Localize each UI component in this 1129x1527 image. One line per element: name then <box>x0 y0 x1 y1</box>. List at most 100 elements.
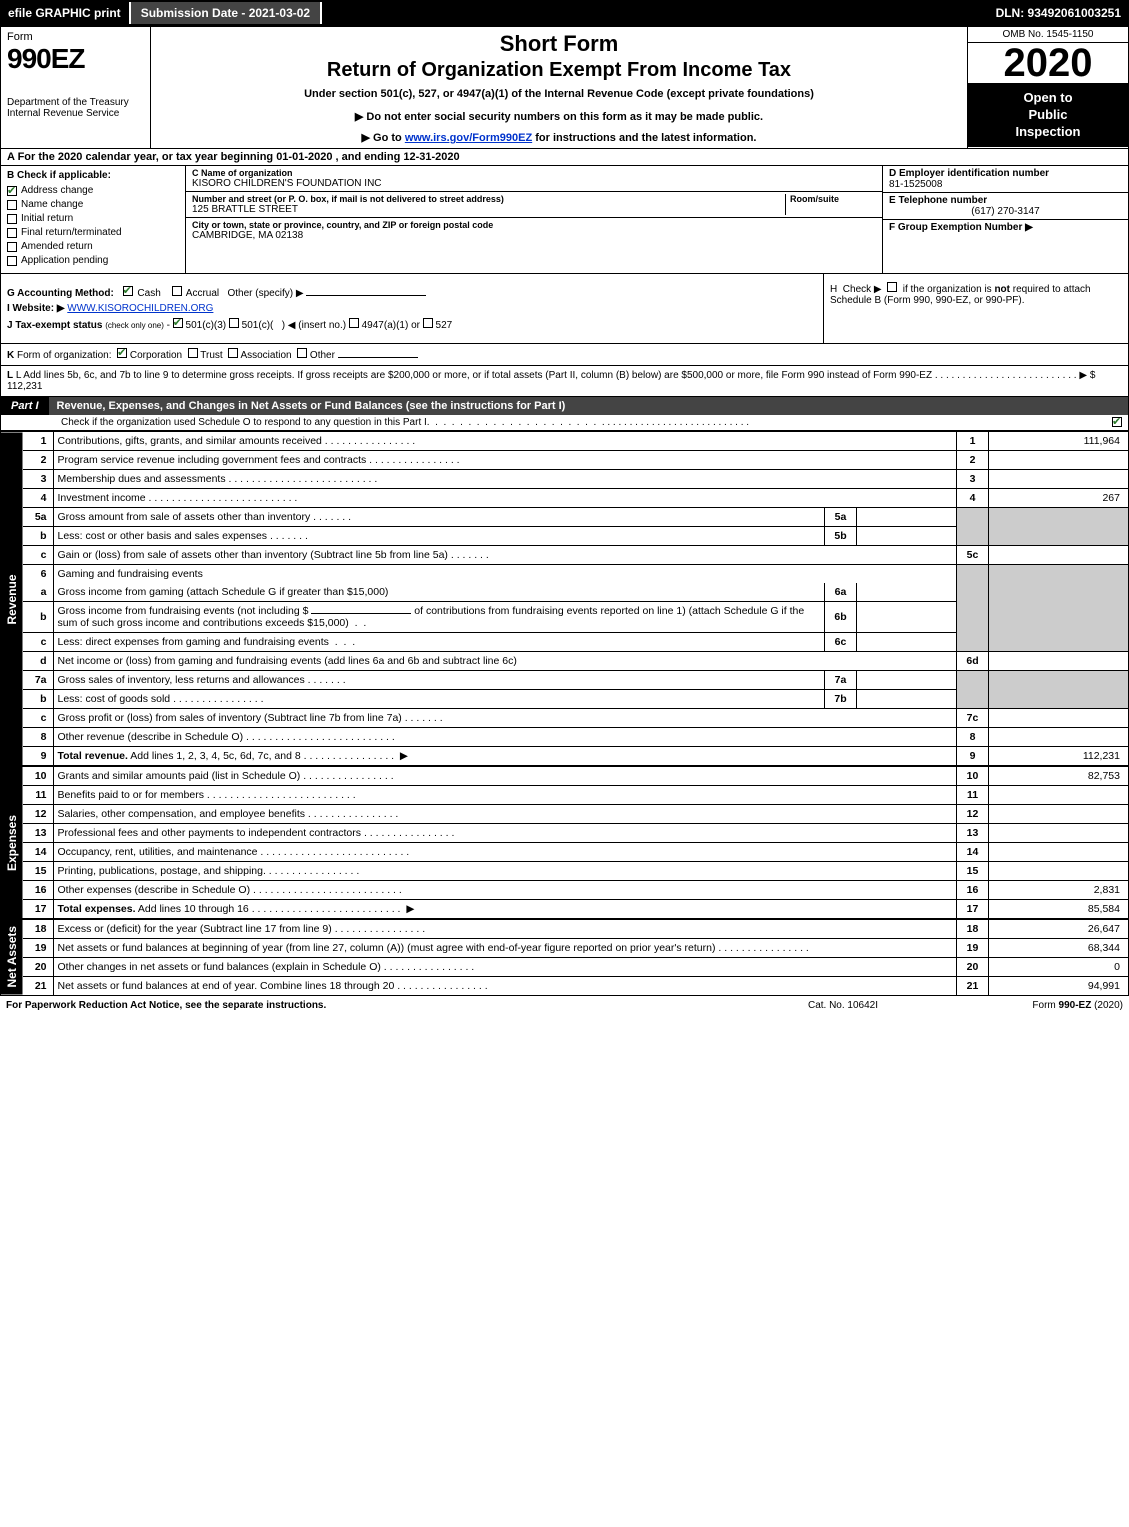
net-assets-vlabel: Net Assets <box>1 919 24 996</box>
do-not-enter: ▶ Do not enter social security numbers o… <box>159 110 959 123</box>
entity-block: B Check if applicable: Address change Na… <box>0 166 1129 274</box>
line-20-amount: 0 <box>989 958 1129 977</box>
city-label: City or town, state or province, country… <box>192 220 876 230</box>
ein-label: D Employer identification number <box>889 168 1122 179</box>
col-b-label: B Check if applicable: <box>7 170 179 181</box>
line-1-amount: 111,964 <box>989 432 1129 451</box>
checkbox-icon[interactable] <box>349 318 359 328</box>
chk-name-change[interactable]: Name change <box>7 199 179 210</box>
col-def: D Employer identification number 81-1525… <box>883 166 1128 273</box>
line-14-amount <box>989 843 1129 862</box>
i-website: I Website: ▶ WWW.KISOROCHILDREN.ORG <box>7 303 817 314</box>
paperwork-notice: For Paperwork Reduction Act Notice, see … <box>6 1000 743 1011</box>
line-15-amount <box>989 862 1129 881</box>
line-18-amount: 26,647 <box>989 919 1129 939</box>
dept-irs: Internal Revenue Service <box>7 108 144 119</box>
form-number: 990EZ <box>7 43 144 75</box>
expenses-vlabel: Expenses <box>1 766 24 919</box>
group-exemption-label: F Group Exemption Number ▶ <box>889 222 1033 233</box>
chk-application-pending[interactable]: Application pending <box>7 255 179 266</box>
goto-link[interactable]: www.irs.gov/Form990EZ <box>405 132 532 144</box>
checkbox-icon[interactable] <box>123 286 133 296</box>
line-5c-amount <box>989 546 1129 565</box>
checkbox-icon[interactable] <box>297 348 307 358</box>
return-title: Return of Organization Exempt From Incom… <box>159 59 959 82</box>
form-ref: Form 990-EZ (2020) <box>943 1000 1123 1011</box>
checkbox-icon <box>7 200 17 210</box>
line-13-amount <box>989 824 1129 843</box>
revenue-vlabel: Revenue <box>1 432 24 767</box>
checkbox-icon[interactable] <box>172 286 182 296</box>
efile-label[interactable]: efile GRAPHIC print <box>0 6 129 20</box>
sched-o-note: Check if the organization used Schedule … <box>0 415 1129 431</box>
open-line-2: Public <box>972 107 1124 124</box>
line-10-amount: 82,753 <box>989 766 1129 786</box>
line-12-amount <box>989 805 1129 824</box>
h-schedule-b: H Check ▶ if the organization is not req… <box>823 274 1128 343</box>
goto-suffix: for instructions and the latest informat… <box>532 132 756 144</box>
col-c-org-info: C Name of organization KISORO CHILDREN'S… <box>186 166 883 273</box>
checkbox-icon[interactable] <box>887 282 897 292</box>
checkbox-icon[interactable] <box>1112 417 1122 427</box>
checkbox-icon[interactable] <box>229 318 239 328</box>
checkbox-icon <box>7 242 17 252</box>
open-line-3: Inspection <box>972 124 1124 141</box>
section-a-tax-year: A For the 2020 calendar year, or tax yea… <box>0 149 1129 166</box>
line-16-amount: 2,831 <box>989 881 1129 900</box>
checkbox-icon <box>7 186 17 196</box>
checkbox-icon <box>7 214 17 224</box>
ein-value: 81-1525008 <box>889 179 1122 190</box>
chk-final-return[interactable]: Final return/terminated <box>7 227 179 238</box>
tax-year: 2020 <box>968 43 1128 84</box>
j-tax-exempt: J Tax-exempt status (check only one) - 5… <box>7 318 817 331</box>
goto-line: ▶ Go to www.irs.gov/Form990EZ for instru… <box>159 131 959 144</box>
chk-address-change[interactable]: Address change <box>7 185 179 196</box>
goto-prefix: ▶ Go to <box>362 132 405 144</box>
line-17-amount: 85,584 <box>989 900 1129 920</box>
line-6d-amount <box>989 652 1129 671</box>
line-21-amount: 94,991 <box>989 977 1129 996</box>
form-header: Form 990EZ Department of the Treasury In… <box>0 26 1129 149</box>
street-value: 125 BRATTLE STREET <box>192 204 781 215</box>
checkbox-icon[interactable] <box>173 318 183 328</box>
page-footer: For Paperwork Reduction Act Notice, see … <box>0 996 1129 1015</box>
checkbox-icon[interactable] <box>117 348 127 358</box>
line-4-amount: 267 <box>989 489 1129 508</box>
header-left: Form 990EZ Department of the Treasury In… <box>1 27 151 148</box>
checkbox-icon <box>7 228 17 238</box>
open-line-1: Open to <box>972 90 1124 107</box>
part-1-title: Revenue, Expenses, and Changes in Net As… <box>49 397 1128 415</box>
street-label: Number and street (or P. O. box, if mail… <box>192 194 781 204</box>
l-gross-receipts: L L Add lines 5b, 6c, and 7b to line 9 t… <box>0 366 1129 397</box>
org-name: KISORO CHILDREN'S FOUNDATION INC <box>192 178 876 189</box>
checkbox-icon[interactable] <box>228 348 238 358</box>
dept-treasury: Department of the Treasury <box>7 97 144 108</box>
line-2-amount <box>989 451 1129 470</box>
phone-label: E Telephone number <box>889 195 1122 206</box>
city-value: CAMBRIDGE, MA 02138 <box>192 230 876 241</box>
part-1-table: Revenue 1 Contributions, gifts, grants, … <box>0 431 1129 996</box>
org-name-label: C Name of organization <box>192 168 876 178</box>
header-center: Short Form Return of Organization Exempt… <box>151 27 968 148</box>
line-9-amount: 112,231 <box>989 747 1129 767</box>
line-3-amount <box>989 470 1129 489</box>
dln-label: DLN: 93492061003251 <box>988 6 1129 20</box>
submission-date: Submission Date - 2021-03-02 <box>129 2 322 24</box>
part-1-label: Part I <box>1 397 49 415</box>
header-right: OMB No. 1545-1150 2020 Open to Public In… <box>968 27 1128 148</box>
checkbox-icon[interactable] <box>423 318 433 328</box>
checkbox-icon <box>7 256 17 266</box>
line-7c-amount <box>989 709 1129 728</box>
short-form-title: Short Form <box>159 31 959 57</box>
under-section: Under section 501(c), 527, or 4947(a)(1)… <box>159 88 959 100</box>
line-19-amount: 68,344 <box>989 939 1129 958</box>
chk-initial-return[interactable]: Initial return <box>7 213 179 224</box>
checkbox-icon[interactable] <box>188 348 198 358</box>
g-accounting-method: G Accounting Method: Cash Accrual Other … <box>7 286 817 299</box>
website-link[interactable]: WWW.KISOROCHILDREN.ORG <box>67 303 213 314</box>
phone-value: (617) 270-3147 <box>889 206 1122 217</box>
room-suite-label: Room/suite <box>786 194 876 215</box>
line-11-amount <box>989 786 1129 805</box>
chk-amended-return[interactable]: Amended return <box>7 241 179 252</box>
open-to-public: Open to Public Inspection <box>968 84 1128 147</box>
